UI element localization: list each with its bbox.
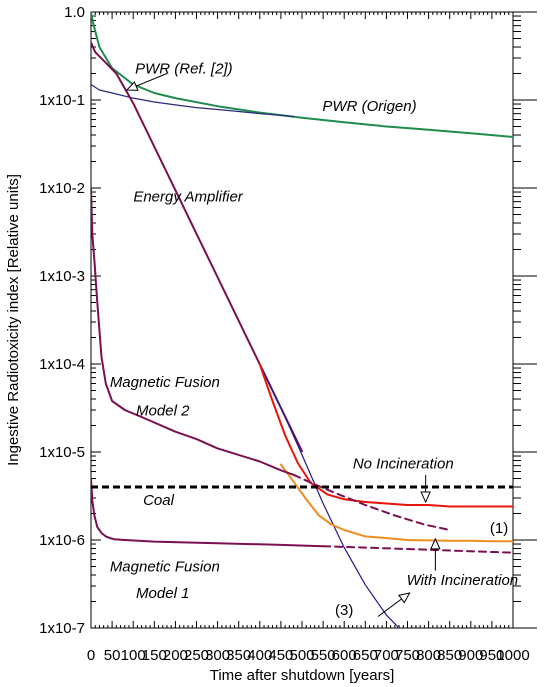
annotation-label: Energy Amplifier <box>133 189 243 206</box>
series-line-4 <box>258 363 513 508</box>
annotation-layer: PWR (Ref. [2]) PWR (Origen) Energy Amplifi… <box>110 61 518 620</box>
annotation-label: PWR (Origen) <box>322 98 416 115</box>
series-line-3 <box>259 363 400 628</box>
x-tick-label: 500 <box>289 647 314 664</box>
y-tick-label: 1x10-6 <box>39 532 85 549</box>
x-tick-label: 50 <box>104 647 121 664</box>
annotation-arrow <box>125 73 168 91</box>
x-axis-label: Time after shutdown [years] <box>210 667 395 684</box>
x-tick-label: 450 <box>268 647 293 664</box>
x-tick-label: 350 <box>226 647 251 664</box>
x-tick-label: 250 <box>184 647 209 664</box>
annotation-label: PWR (Ref. [2]) <box>135 61 233 78</box>
y-tick-label: 1x10-2 <box>39 180 85 197</box>
x-tick-label: 1000 <box>496 647 529 664</box>
y-axis-label: Ingestive Radiotoxicity index [Relative … <box>5 174 22 466</box>
series-line-6 <box>91 187 295 476</box>
plot-frame <box>90 11 514 629</box>
series-line-1 <box>91 83 295 118</box>
x-tick-label: 200 <box>163 647 188 664</box>
x-tick-label: 700 <box>374 647 399 664</box>
series-line-7 <box>292 473 451 531</box>
series-line-5 <box>279 463 513 543</box>
series-line-8 <box>91 477 325 548</box>
y-tick-label: 1x10-5 <box>39 444 85 461</box>
x-tick-label: 0 <box>87 647 95 664</box>
y-tick-label: 1x10-3 <box>39 268 85 285</box>
y-tick-label: 1x10-1 <box>39 92 85 109</box>
x-tick-label: 800 <box>416 647 441 664</box>
x-tick-label: 600 <box>332 647 357 664</box>
x-tick-label: 850 <box>437 647 462 664</box>
x-tick-label: 950 <box>479 647 504 664</box>
annotation-label: With Incineration <box>407 572 519 589</box>
annotation-arrow <box>430 537 441 571</box>
annotation-arrow <box>420 474 431 504</box>
plot-axes: 0 50 1001502002503003504004505005506006507… <box>39 4 537 664</box>
annotation-label: Magnetic Fusion <box>110 374 220 391</box>
x-tick-label: 400 <box>247 647 272 664</box>
y-tick-label: 1x10-4 <box>39 356 85 373</box>
x-tick-label: 100 <box>121 647 146 664</box>
y-tick-label: 1x10-7 <box>39 620 85 637</box>
annotation-arrow <box>377 592 411 617</box>
x-tick-label: 550 <box>311 647 336 664</box>
series-line-9 <box>322 545 513 554</box>
arrow-layer <box>125 73 441 617</box>
annotation-label: Magnetic Fusion <box>110 558 220 575</box>
annotation-label: Model 2 <box>136 402 190 419</box>
x-tick-label: 900 <box>458 647 483 664</box>
x-tick-label: 150 <box>142 647 167 664</box>
annotation-label: Model 1 <box>136 585 189 602</box>
annotation-label: (3) <box>335 602 353 619</box>
series-line-0 <box>91 12 513 138</box>
annotation-label: (1) <box>490 520 508 537</box>
series-layer <box>91 12 513 628</box>
annotation-label: Coal <box>143 492 175 509</box>
x-tick-label: 750 <box>395 647 420 664</box>
annotation-label: No Incineration <box>353 455 454 472</box>
x-tick-label: 300 <box>205 647 230 664</box>
y-tick-label: 1.0 <box>64 4 85 21</box>
x-tick-label: 650 <box>353 647 378 664</box>
